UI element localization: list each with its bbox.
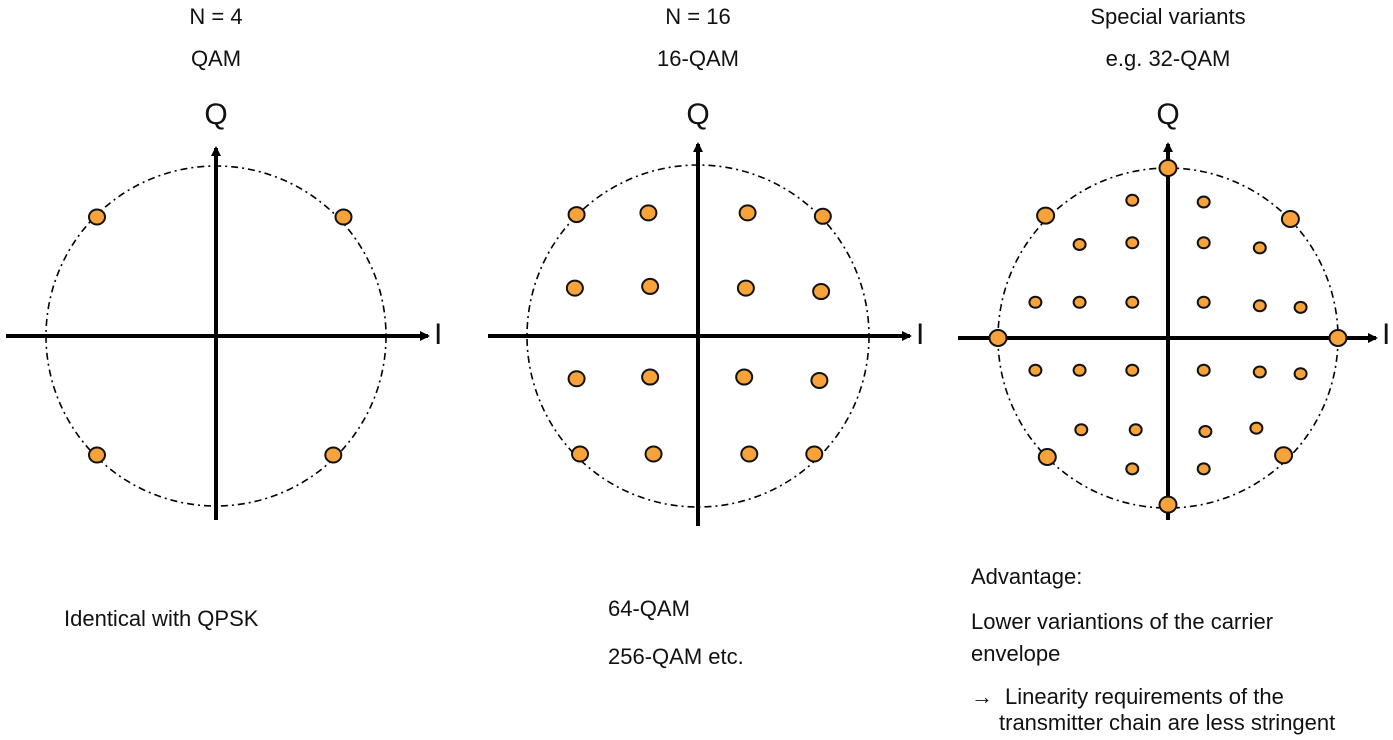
constellation-point [567, 206, 586, 224]
panel3-i-label: I [1382, 318, 1391, 351]
constellation-point [736, 279, 755, 297]
constellation-point [735, 368, 754, 386]
constellation-point [1074, 423, 1089, 437]
constellation-point [1293, 367, 1308, 381]
constellation-point [334, 208, 353, 226]
constellation-point [1252, 241, 1267, 255]
constellation-point [571, 445, 590, 463]
constellation-point [1125, 363, 1140, 377]
constellation-point [1196, 236, 1211, 250]
constellation-point [641, 277, 660, 295]
constellation-point [1128, 423, 1143, 437]
constellation-point [1125, 236, 1140, 250]
constellation-point [88, 446, 106, 464]
constellation-point [1196, 195, 1211, 209]
constellation-point [1252, 365, 1267, 379]
constellation-point [740, 445, 759, 463]
constellation-point [324, 446, 343, 464]
constellation-point [1196, 295, 1211, 309]
panel3-title: Special variants [1090, 4, 1246, 29]
constellation-point [641, 368, 660, 386]
panel1-title: N = 4 [189, 4, 243, 29]
constellation-point [1072, 238, 1087, 251]
constellation-point [88, 208, 106, 226]
panel1-subtitle: QAM [190, 46, 242, 71]
constellation-point [810, 371, 829, 389]
constellation-point [813, 207, 832, 225]
constellation-point-outer [1328, 329, 1348, 347]
constellation-point-outer [1037, 448, 1057, 466]
panel3-note-arrow: → [971, 684, 993, 709]
constellation-point [1125, 295, 1140, 309]
constellation-point [1028, 295, 1043, 309]
constellation-point [1252, 299, 1267, 313]
panel2-note-line-1: 64-QAM [608, 596, 690, 621]
panel1-i-label: I [434, 318, 443, 351]
panel3-subtitle: e.g. 32-QAM [1105, 46, 1231, 71]
constellation-point [1196, 462, 1211, 476]
panel3-note-body: Lower variantions of the carrier envelop… [971, 609, 1274, 666]
constellation-point [1196, 363, 1211, 377]
constellation-point [805, 445, 824, 463]
panel2-title: N = 16 [665, 4, 731, 29]
constellation-point-outer [988, 329, 1008, 347]
constellation-point [1249, 421, 1264, 435]
panel3-note-conclusion: Linearity requirements of the transmitte… [999, 684, 1336, 736]
constellation-point-outer [1158, 159, 1178, 177]
constellation-point [1072, 295, 1087, 309]
constellation-point [639, 204, 658, 222]
panel2-subtitle: 16-QAM [657, 46, 739, 71]
constellation-point [738, 204, 757, 222]
constellation-point-outer [1280, 210, 1300, 228]
panel2-note-line-2: 256-QAM etc. [608, 644, 744, 669]
panel2-i-label: I [916, 318, 925, 351]
constellation-point [1293, 300, 1308, 314]
constellation-point [567, 370, 586, 388]
constellation-point [565, 279, 584, 297]
panel3-note-heading: Advantage: [971, 564, 1083, 589]
constellation-point [644, 445, 663, 463]
panel2-q-label: Q [686, 98, 710, 131]
constellation-point [1072, 363, 1087, 377]
panel1-q-label: Q [204, 98, 228, 131]
constellation-point-outer [1274, 446, 1294, 465]
constellation-point [812, 283, 831, 301]
constellation-point-outer [1036, 206, 1056, 225]
constellation-point [1198, 425, 1213, 438]
panel3-q-label: Q [1156, 98, 1180, 131]
panel1-note: Identical with QPSK [64, 606, 259, 631]
constellation-point [1125, 193, 1140, 207]
constellation-point [1125, 462, 1140, 476]
constellation-point [1028, 363, 1043, 377]
constellation-point-outer [1158, 495, 1178, 514]
